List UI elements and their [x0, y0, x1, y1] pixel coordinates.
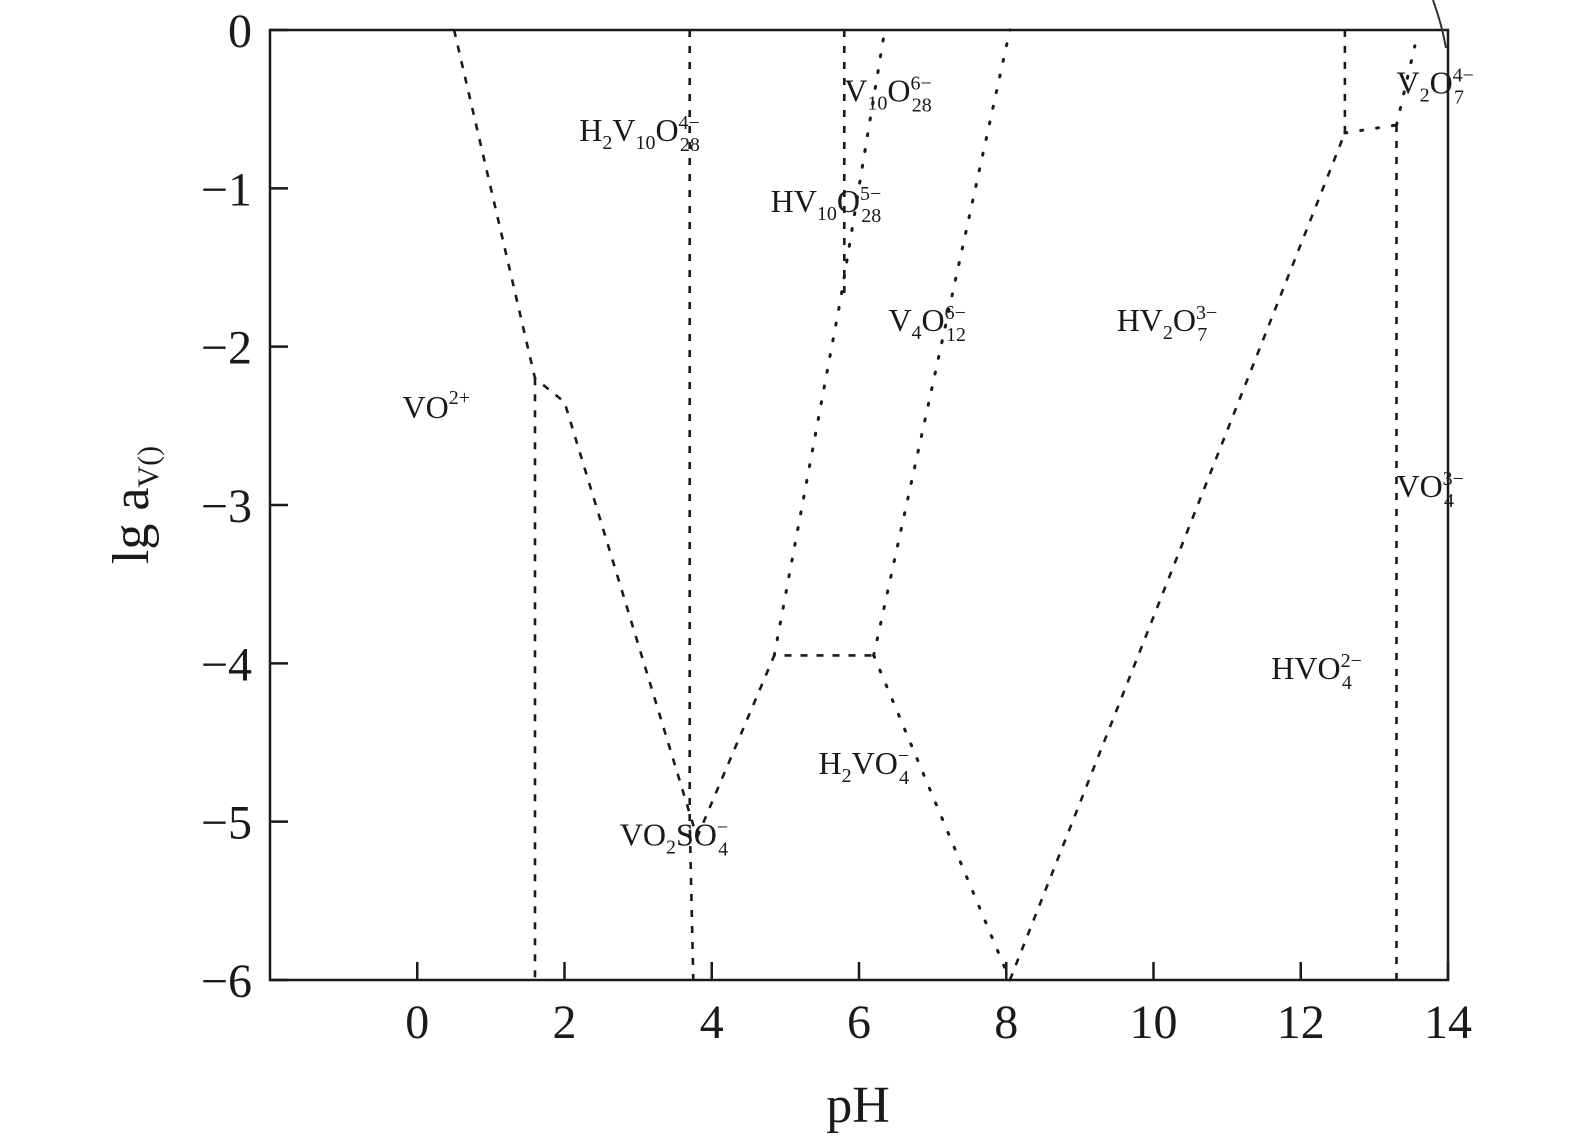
y-tick-label: −4 [201, 638, 252, 691]
region-label-7: VO3− 4 [1396, 468, 1464, 512]
x-axis-title: pH [826, 1077, 890, 1134]
x-tick-label: 14 [1424, 996, 1472, 1049]
corner-curve [1432, 0, 1447, 49]
x-tick-label: 6 [847, 996, 871, 1049]
boundary-line-0 [452, 29, 699, 838]
region-label-10: VO2SO− 4 [620, 816, 728, 860]
region-label-6: V2O4− 7 [1396, 64, 1474, 108]
y-axis-title-sub: V() [132, 446, 165, 488]
boundary-line-6 [872, 28, 1012, 657]
y-axis: 0 −1 −2 −3 −4 −5 −6 [201, 5, 288, 1008]
boundary-line-3 [695, 654, 874, 839]
y-axis-title-main: lg a [103, 488, 160, 565]
region-label-0: VO2+ [403, 387, 471, 425]
boundary-line-2 [688, 30, 695, 981]
region-label-9: H2VO− 4 [819, 745, 910, 789]
boundary-line-4 [772, 28, 887, 657]
region-labels: VO2+ H2V10O4− 28 HV10O5− 28 V10O6− 28 V4O6− 12 HV… [403, 64, 1474, 860]
y-axis-title: lg aV() [103, 446, 165, 564]
region-label-5: HV2O3− 7 [1117, 302, 1218, 346]
y-tick-label: −5 [201, 797, 252, 850]
x-tick-label: 12 [1277, 996, 1325, 1049]
boundary-line-7 [872, 653, 1012, 982]
plot-frame [268, 28, 1450, 982]
phase-boundaries [452, 28, 1417, 982]
y-tick-label: −6 [201, 955, 252, 1008]
region-label-3: V10O6− 28 [844, 72, 932, 116]
boundary-line-8 [1008, 132, 1347, 981]
x-tick-label: 10 [1130, 996, 1178, 1049]
y-tick-label: −1 [201, 163, 252, 216]
region-label-4: V4O6− 12 [888, 302, 966, 346]
y-tick-label: −2 [201, 322, 252, 375]
region-label-2: HV10O5− 28 [771, 183, 882, 227]
boundary-line-10 [1343, 123, 1398, 135]
x-tick-label: 2 [553, 996, 577, 1049]
x-tick-label: 0 [405, 996, 429, 1049]
region-label-1: H2V10O4− 28 [579, 112, 700, 156]
x-tick-label: 4 [700, 996, 724, 1049]
y-tick-label: 0 [228, 5, 252, 58]
y-tick-label: −3 [201, 480, 252, 533]
svg-text:lg aV(): lg aV() [103, 446, 165, 564]
x-tick-label: 8 [994, 996, 1018, 1049]
region-label-8: HVO2− 4 [1271, 650, 1362, 694]
x-axis: 0 2 4 6 8 10 12 14 [405, 962, 1472, 1049]
